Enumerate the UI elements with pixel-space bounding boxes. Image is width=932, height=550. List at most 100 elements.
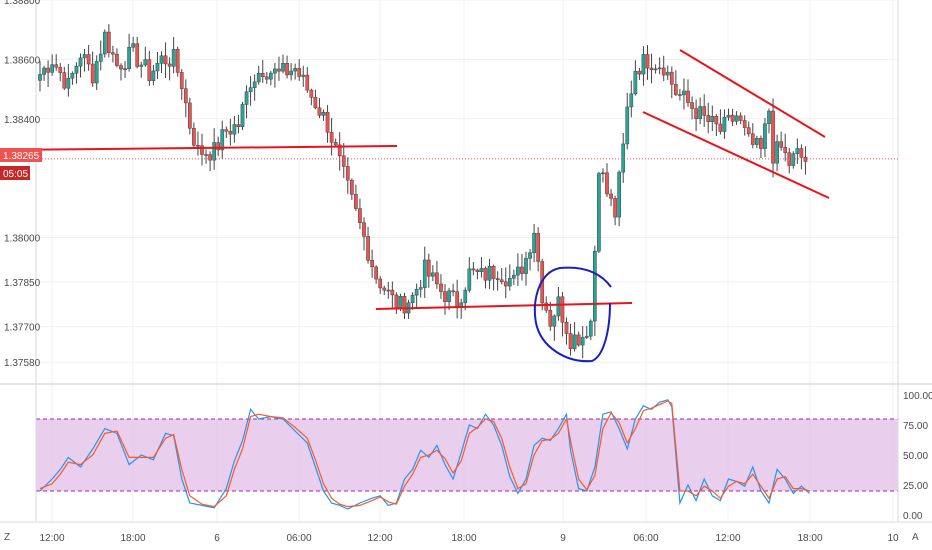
candle-up [38,74,42,81]
candle-down [183,88,188,104]
candle-up [641,54,646,75]
candle-up [657,67,662,70]
candle-down [455,291,459,308]
price-axis[interactable]: 1.38800 1.38600 1.38400 1.38000 1.37850 1.377… [4,0,41,369]
candle-up [50,64,54,73]
candle-down [548,310,553,327]
candle-up [289,70,293,76]
candle-down [779,141,783,148]
candle-up [755,138,759,145]
candle-down [686,90,690,103]
candle-down [192,127,196,146]
candle-down [62,72,67,89]
candle-up [131,43,136,48]
candle-down [536,232,540,262]
candle-up [524,258,528,274]
auto-scale-right-button[interactable]: A [912,532,919,543]
auto-scale-left-button[interactable]: Z [4,532,10,543]
countdown-label: 05:05 [3,169,28,180]
stochastic-oscillator [39,399,810,510]
time-axis[interactable]: 12:00 18:00 6 06:00 12:00 18:00 9 06:00 12:00 18:… [39,533,899,544]
stochastic-tick-label: 25.00 [903,481,928,492]
candle-down [750,133,755,145]
candle-up [584,335,589,338]
candle-down [370,260,374,268]
channel-bottom-line[interactable] [642,111,830,199]
candle-down [499,279,504,283]
candle-down [678,94,682,96]
candle-down [746,127,751,135]
candle-down [297,68,302,77]
candle-up [629,93,634,108]
candle-down [107,31,111,53]
candle-down [483,268,488,281]
stochastic-tick-label: 50.00 [903,451,928,462]
support-line-left[interactable] [0,145,398,151]
channel-top-line[interactable] [679,49,826,138]
candle-down [564,321,569,334]
candle-up [617,171,621,218]
candle-down [175,49,180,73]
support-line-middle[interactable] [375,302,633,310]
candle-up [159,55,164,64]
candle-up [212,142,217,161]
candle-down [111,52,115,55]
time-tick-label: 10 [887,533,899,544]
candle-up [78,57,83,67]
candle-down [759,138,763,149]
candle-up [767,110,771,125]
candle-up [293,68,297,72]
candle-down [46,67,50,73]
candle-up [528,252,532,259]
candle-up [321,111,326,116]
candle-up [507,278,512,287]
candle-up [171,49,176,67]
candle-up [516,266,520,276]
candle-up [621,143,626,173]
candle-down [204,154,208,156]
candle-down [661,67,666,76]
candle-down [350,179,354,195]
candle-up [795,148,800,154]
candle-down [435,272,439,285]
candle-down [706,115,711,122]
candle-down [216,142,221,151]
candle-down [503,281,508,287]
candle-up [42,67,46,75]
candle-down [196,144,200,147]
candle-down [329,132,334,143]
time-tick-label: 18:00 [120,533,145,544]
candle-down [188,102,192,129]
candle-down [90,63,95,84]
time-tick-label: 6 [214,533,220,544]
candle-up [273,68,277,74]
candle-down [362,222,366,237]
candle-down [167,63,172,67]
candle-up [70,73,75,79]
candle-down [718,123,723,132]
candle-up [601,172,605,175]
candle-up [248,87,253,93]
candle-down [544,302,549,311]
candle-down [354,194,358,209]
candle-down [390,289,395,296]
time-tick-label: 12:00 [715,533,740,544]
time-tick-label: 12:00 [39,533,64,544]
candle-down [119,65,123,70]
circle-annotation[interactable] [533,266,612,363]
drawing-annotations[interactable] [0,49,830,363]
candle-down [208,154,212,161]
candle-up [572,334,577,350]
candle-down [426,259,431,277]
candle-down [645,54,650,69]
candle-down [738,115,743,121]
candle-down [609,193,613,199]
candle-down [54,64,59,68]
candle-up [98,53,103,62]
candle-down [163,55,168,65]
candle-up [512,274,516,279]
stochastic-axis[interactable]: 100.00 75.00 50.00 25.00 0.00 [903,391,932,522]
candle-up [151,70,156,81]
candle-up [588,320,593,337]
